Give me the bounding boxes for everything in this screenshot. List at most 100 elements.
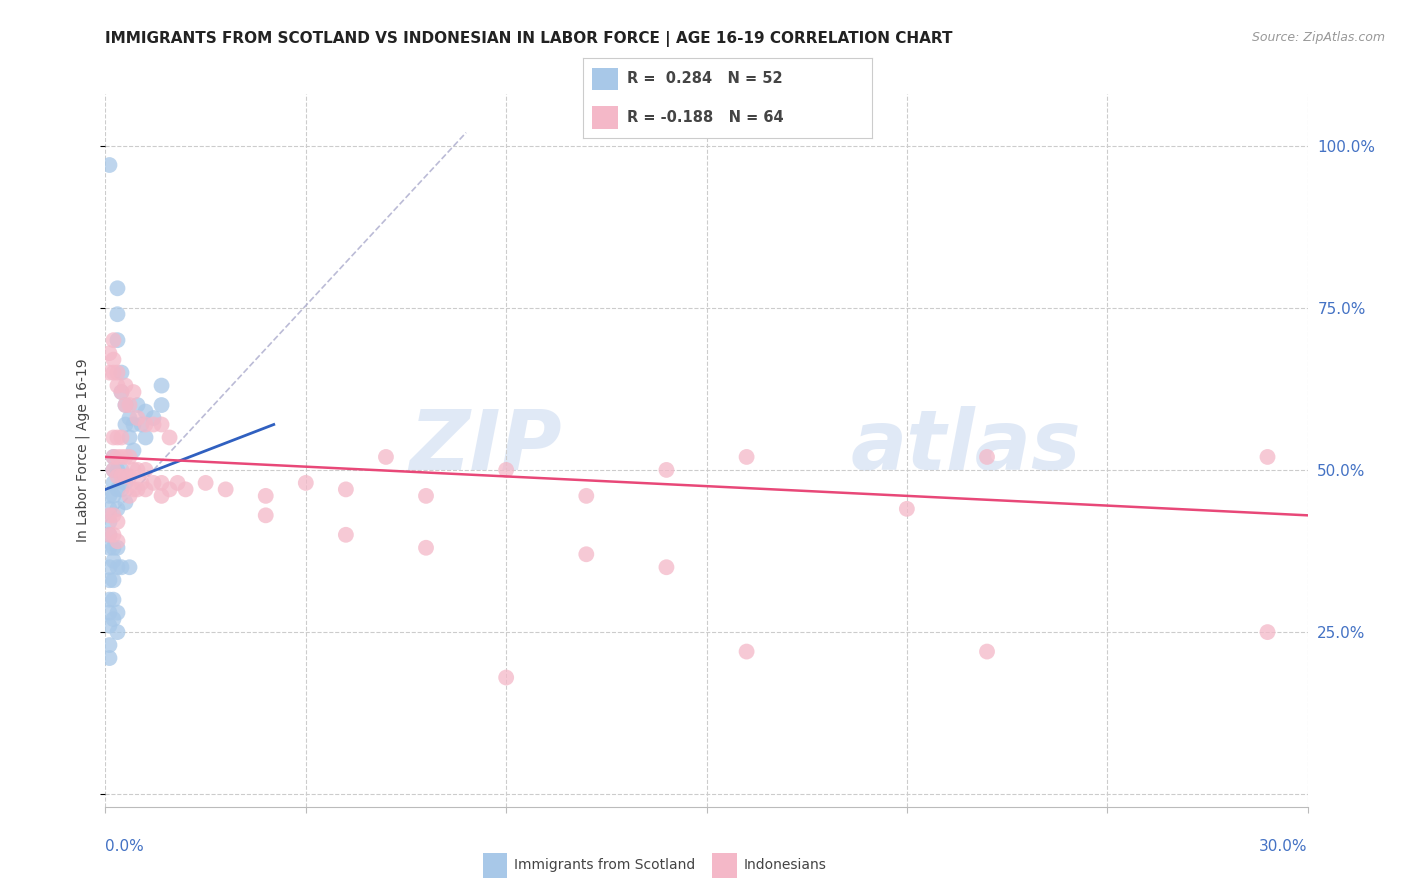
Point [103, 463, 125, 477]
Point [214, 483, 236, 497]
Point [107, 483, 129, 497]
Point [122, 443, 145, 458]
Point [114, 398, 136, 412]
Y-axis label: In Labor Force | Age 16-19: In Labor Force | Age 16-19 [76, 359, 90, 542]
Point [150, 398, 173, 412]
Point [118, 430, 141, 444]
Point [98, 573, 121, 587]
Point [107, 469, 129, 483]
Point [98, 501, 121, 516]
Point [98, 638, 121, 652]
Point [114, 469, 136, 483]
Point [110, 385, 132, 400]
Point [118, 450, 141, 464]
Point [150, 417, 173, 432]
Point [110, 483, 132, 497]
Point [118, 398, 141, 412]
Point [495, 671, 517, 685]
Point [122, 483, 145, 497]
Point [194, 475, 217, 490]
Point [122, 463, 145, 477]
Point [295, 475, 318, 490]
Point [110, 450, 132, 464]
Point [110, 469, 132, 483]
Point [107, 501, 129, 516]
Point [575, 547, 598, 561]
Point [107, 463, 129, 477]
Text: Indonesians: Indonesians [744, 858, 827, 872]
Point [131, 475, 153, 490]
Point [495, 463, 517, 477]
Point [135, 463, 157, 477]
Point [103, 573, 125, 587]
Point [1257, 450, 1279, 464]
Point [150, 489, 173, 503]
Point [107, 307, 129, 321]
Point [114, 378, 136, 392]
Point [142, 417, 165, 432]
Point [142, 411, 165, 425]
Point [98, 489, 121, 503]
Point [103, 352, 125, 367]
Point [655, 463, 678, 477]
Point [150, 378, 173, 392]
Point [174, 483, 197, 497]
Point [103, 541, 125, 555]
Point [103, 463, 125, 477]
Point [103, 554, 125, 568]
Point [98, 528, 121, 542]
Point [254, 508, 277, 523]
Point [135, 483, 157, 497]
Point [118, 411, 141, 425]
Point [107, 534, 129, 549]
Point [98, 158, 121, 172]
Text: Immigrants from Scotland: Immigrants from Scotland [515, 858, 696, 872]
Point [98, 560, 121, 574]
Point [98, 592, 121, 607]
Point [110, 385, 132, 400]
Point [374, 450, 398, 464]
Point [103, 508, 125, 523]
Point [107, 450, 129, 464]
Text: Source: ZipAtlas.com: Source: ZipAtlas.com [1251, 31, 1385, 45]
Text: atlas: atlas [851, 407, 1081, 487]
Point [110, 463, 132, 477]
Point [114, 495, 136, 509]
Text: 0.0%: 0.0% [105, 839, 145, 855]
Point [98, 515, 121, 529]
Point [335, 483, 357, 497]
Text: R = -0.188   N = 64: R = -0.188 N = 64 [627, 110, 783, 125]
Point [103, 366, 125, 380]
Point [107, 515, 129, 529]
Point [655, 560, 678, 574]
Point [107, 333, 129, 347]
Bar [482, 853, 508, 878]
Point [103, 475, 125, 490]
Point [254, 489, 277, 503]
Point [166, 475, 188, 490]
Point [103, 489, 125, 503]
Point [110, 366, 132, 380]
Point [98, 651, 121, 665]
Point [896, 501, 918, 516]
Point [135, 430, 157, 444]
Text: ZIP: ZIP [409, 407, 562, 487]
Point [118, 469, 141, 483]
Point [103, 612, 125, 626]
Point [110, 560, 132, 574]
Point [127, 463, 149, 477]
Point [976, 450, 998, 464]
Bar [592, 106, 619, 128]
Point [98, 606, 121, 620]
Point [107, 281, 129, 295]
Point [107, 378, 129, 392]
Point [415, 541, 437, 555]
Point [735, 450, 758, 464]
Point [98, 346, 121, 360]
Point [114, 475, 136, 490]
Point [98, 618, 121, 632]
Point [335, 528, 357, 542]
Point [118, 560, 141, 574]
Point [110, 430, 132, 444]
Point [114, 450, 136, 464]
